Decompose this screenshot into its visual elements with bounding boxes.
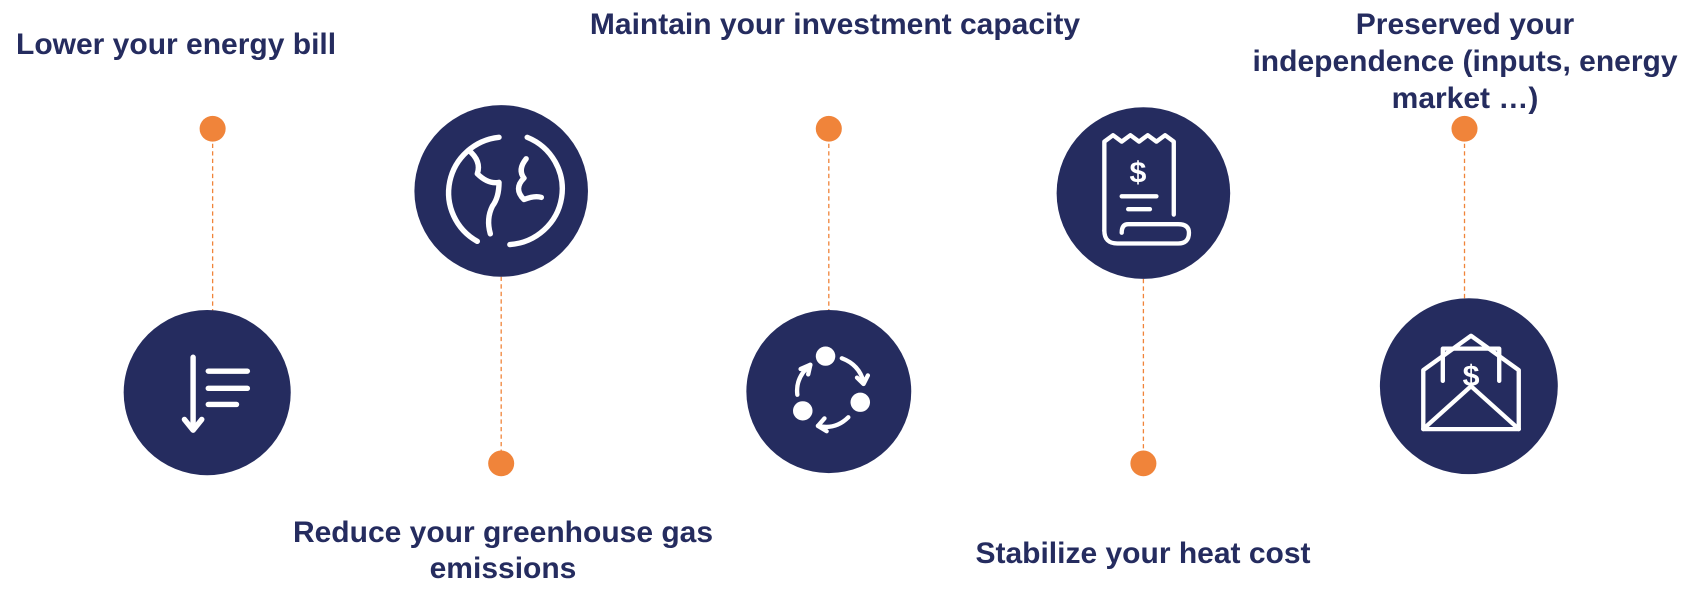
title-line: emissions bbox=[429, 552, 577, 585]
title-line: Maintain your investment capacity bbox=[589, 8, 1081, 41]
icon-circle bbox=[746, 310, 912, 474]
title-line: Reduce your greenhouse gas bbox=[292, 516, 714, 549]
item-title: Stabilize your heat cost bbox=[893, 535, 1393, 572]
icon-circle bbox=[1056, 107, 1231, 279]
dot bbox=[1130, 450, 1157, 477]
dot bbox=[488, 450, 515, 477]
title-line: Preserved your bbox=[1355, 8, 1575, 41]
sort-icon bbox=[181, 354, 251, 433]
dot bbox=[815, 115, 842, 142]
cycle-icon bbox=[793, 346, 871, 434]
dot bbox=[199, 115, 226, 142]
icon-circle bbox=[123, 310, 291, 476]
item-title: Reduce your greenhouse gas emissions bbox=[253, 515, 753, 587]
item-title: Preserved your independence (inputs, ene… bbox=[1230, 6, 1700, 117]
title-line: market …) bbox=[1391, 82, 1539, 115]
title-line: Stabilize your heat cost bbox=[975, 537, 1311, 570]
globe-icon bbox=[445, 134, 565, 248]
svg-text:$: $ bbox=[1130, 157, 1147, 190]
title-line: independence (inputs, energy bbox=[1252, 45, 1678, 78]
item-title: Maintain your investment capacity bbox=[535, 6, 1135, 43]
svg-text:$: $ bbox=[1463, 360, 1480, 393]
envelope-icon: $ bbox=[1421, 333, 1521, 432]
dot bbox=[1451, 115, 1478, 142]
title-line: Lower your energy bill bbox=[16, 28, 337, 61]
receipt-icon: $ bbox=[1102, 133, 1192, 246]
item-title: Lower your energy bill bbox=[16, 26, 336, 63]
